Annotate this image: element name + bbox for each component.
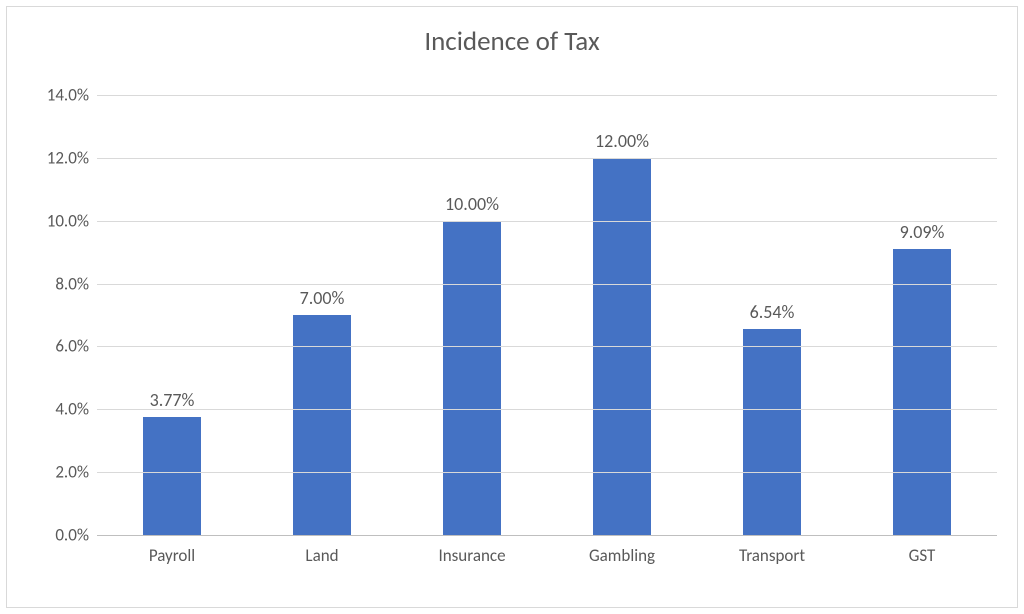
y-axis-tick-label: 4.0% <box>19 399 89 420</box>
y-axis-tick-label: 6.0% <box>19 336 89 357</box>
data-label: 6.54% <box>750 301 795 323</box>
gridline <box>97 535 997 536</box>
x-axis-tick-label: Land <box>305 535 338 566</box>
gridline <box>97 472 997 473</box>
y-axis-tick-label: 12.0% <box>19 147 89 168</box>
x-axis-tick-label: GST <box>909 535 936 566</box>
bars-layer: 3.77% 7.00% 10.00% 12.00% 6.54% 9.09% <box>97 95 997 535</box>
bar <box>743 329 802 535</box>
x-axis-tick-label: Insurance <box>438 535 505 566</box>
x-axis-tick-label: Gambling <box>589 535 655 566</box>
gridline <box>97 158 997 159</box>
data-label: 9.09% <box>900 221 945 243</box>
gridline <box>97 221 997 222</box>
gridline <box>97 284 997 285</box>
bar <box>893 249 952 535</box>
gridline <box>97 409 997 410</box>
data-label: 7.00% <box>300 287 345 309</box>
data-label: 10.00% <box>445 193 499 215</box>
y-axis-tick-label: 2.0% <box>19 462 89 483</box>
gridline <box>97 95 997 96</box>
chart-frame: Incidence of Tax 3.77% 7.00% 10.00% 12.00% 6… <box>6 6 1018 608</box>
y-axis-tick-label: 10.0% <box>19 210 89 231</box>
plot-area: 3.77%7.00%10.00%12.00%6.54%9.09% 0.0%2.0… <box>97 95 997 535</box>
data-label: 3.77% <box>150 389 195 411</box>
bar <box>143 417 202 535</box>
y-axis-tick-label: 0.0% <box>19 525 89 546</box>
bar <box>443 221 502 535</box>
x-axis-tick-label: Payroll <box>149 535 195 566</box>
y-axis-tick-label: 8.0% <box>19 273 89 294</box>
gridline <box>97 346 997 347</box>
chart-title: Incidence of Tax <box>7 25 1017 58</box>
y-axis-tick-label: 14.0% <box>19 85 89 106</box>
x-axis-tick-label: Transport <box>739 535 805 566</box>
bar <box>293 315 352 535</box>
data-label: 12.00% <box>595 130 649 152</box>
